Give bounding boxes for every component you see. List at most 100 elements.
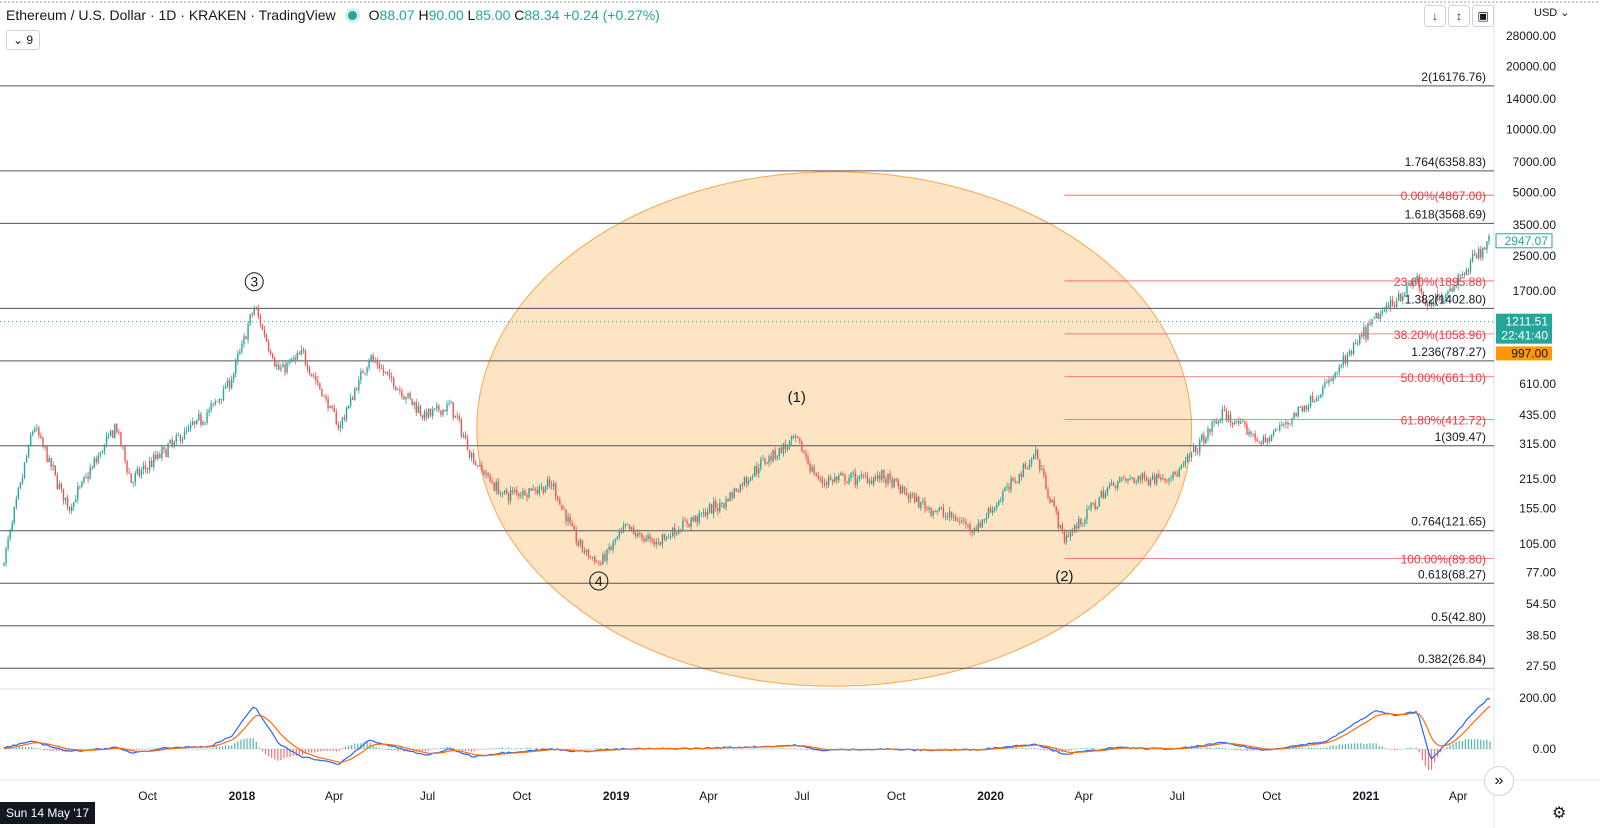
- macd-histogram-bar: [1126, 748, 1128, 750]
- candle-body: [792, 436, 795, 438]
- candle-body: [879, 475, 881, 480]
- candle-body: [544, 487, 547, 493]
- macd-histogram-bar: [1129, 749, 1131, 750]
- candle-body: [1186, 454, 1189, 461]
- collapse-icon[interactable]: ↕: [1448, 5, 1470, 27]
- candle-body: [399, 389, 401, 391]
- candle-body: [9, 530, 11, 539]
- candle-body: [1289, 423, 1291, 425]
- macd-histogram-bar: [532, 748, 534, 750]
- price-axis-tick: 38.50: [1526, 628, 1556, 642]
- wave-label: (1): [788, 389, 806, 406]
- candle-body: [423, 411, 426, 419]
- candle-body: [224, 386, 227, 389]
- candle-body: [591, 556, 594, 558]
- candle-body: [790, 436, 793, 441]
- candle-body: [58, 483, 61, 489]
- candle-body: [1324, 382, 1326, 388]
- macd-histogram-bar: [1212, 748, 1214, 749]
- candle-body: [649, 535, 651, 539]
- candle-body: [645, 538, 647, 541]
- candle-body: [442, 409, 444, 415]
- wave-label: 3: [250, 274, 258, 290]
- candle-body: [511, 490, 514, 492]
- macd-histogram-bar: [304, 749, 307, 754]
- candle-body: [1057, 511, 1059, 528]
- time-axis-tick: 2019: [603, 789, 630, 803]
- macd-histogram-bar: [735, 749, 737, 750]
- macd-histogram-bar: [1030, 748, 1033, 749]
- candle-body: [1071, 531, 1074, 533]
- candle-body: [1008, 486, 1010, 490]
- macd-histogram-bar: [514, 748, 516, 749]
- download-icon[interactable]: ↓: [1424, 5, 1446, 27]
- candle-body: [329, 406, 331, 409]
- fullscreen-icon[interactable]: ▣: [1472, 5, 1494, 27]
- ohlc-readout: O88.07 H90.00 L85.00 C88.34 +0.24 (+0.27…: [369, 7, 660, 23]
- macd-histogram-bar: [237, 741, 239, 749]
- candle-body: [70, 506, 73, 511]
- macd-histogram-bar: [354, 743, 356, 749]
- indicator-toggle[interactable]: ⌄ 9: [6, 30, 41, 50]
- candle-body: [1453, 286, 1455, 292]
- candle-body: [1375, 312, 1377, 319]
- macd-histogram-bar: [1406, 747, 1408, 749]
- candle-body: [120, 431, 122, 446]
- candle-body: [827, 477, 830, 486]
- macd-histogram-bar: [249, 738, 251, 749]
- gear-icon[interactable]: ⚙: [1552, 805, 1567, 822]
- candle-body: [1330, 379, 1332, 382]
- candle-body: [495, 481, 497, 491]
- candle-body: [753, 466, 756, 477]
- macd-histogram-bar: [935, 749, 937, 750]
- macd-histogram-bar: [501, 747, 504, 749]
- macd-histogram-bar: [471, 749, 473, 752]
- macd-histogram-bar: [1387, 748, 1390, 750]
- candle-body: [639, 533, 641, 534]
- macd-histogram-bar: [421, 749, 424, 752]
- candle-body: [948, 511, 951, 518]
- macd-histogram-bar: [1366, 743, 1368, 749]
- macd-histogram-bar: [1221, 747, 1223, 749]
- candle-body: [1436, 293, 1439, 301]
- candle-body: [319, 383, 321, 389]
- macd-histogram-bar: [240, 739, 242, 749]
- candle-body: [1475, 254, 1478, 259]
- candle-body: [1307, 406, 1310, 410]
- price-tag-label: 997.00: [1511, 346, 1548, 360]
- macd-histogram-bar: [575, 749, 577, 750]
- macd-histogram-bar: [1295, 747, 1297, 749]
- candle-body: [271, 353, 274, 358]
- candle-body: [700, 512, 703, 514]
- currency-label: USD: [1534, 7, 1558, 19]
- candle-body: [1283, 423, 1285, 425]
- candle-body: [1449, 288, 1451, 292]
- candle-body: [903, 486, 906, 492]
- candle-body: [1018, 473, 1020, 483]
- candle-body: [68, 507, 71, 511]
- candle-body: [559, 499, 561, 505]
- candle-body: [536, 489, 538, 494]
- macd-histogram-bar: [1332, 745, 1334, 749]
- currency-selector[interactable]: USD ⌄: [1534, 6, 1570, 19]
- candle-body: [938, 508, 940, 512]
- candle-body: [134, 472, 136, 483]
- candle-body: [337, 424, 340, 428]
- macd-histogram-bar: [711, 749, 713, 750]
- candle-body: [813, 466, 815, 474]
- double-chevron-right-icon[interactable]: »: [1484, 766, 1514, 796]
- candle-body: [626, 523, 629, 525]
- candle-body: [866, 476, 869, 483]
- candle-body: [393, 378, 395, 387]
- time-axis-tick: Apr: [1075, 789, 1094, 803]
- macd-histogram-bar: [434, 748, 436, 749]
- symbol-title[interactable]: Ethereum / U.S. Dollar · 1D · KRAKEN · T…: [6, 7, 336, 23]
- macd-histogram-bar: [806, 749, 808, 751]
- candle-body: [885, 478, 887, 484]
- candle-body: [747, 480, 750, 484]
- candle-body: [1422, 292, 1425, 301]
- macd-histogram-bar: [224, 744, 227, 749]
- macd-histogram-bar: [1194, 748, 1196, 749]
